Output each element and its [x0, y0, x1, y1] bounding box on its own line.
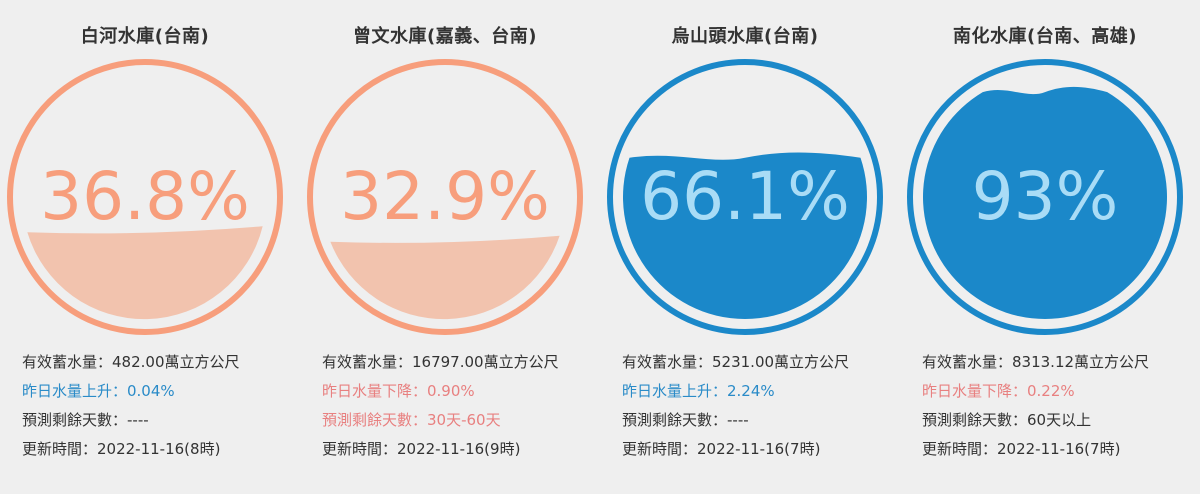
reservoir-title: 曾文水庫(嘉義、台南)	[353, 26, 537, 47]
water-level-gauge: 93%	[907, 59, 1183, 335]
percent-label: 93%	[972, 158, 1119, 235]
gauge-ring	[307, 59, 583, 335]
gauge-ring	[907, 59, 1183, 335]
storage-text: 有效蓄水量：16797.00萬立方公尺	[322, 353, 559, 371]
gauge-ring	[7, 59, 283, 335]
gauge-ring	[607, 59, 883, 335]
percent-label: 66.1%	[640, 158, 850, 235]
updated-text: 更新時間：2022-11-16(7時)	[622, 440, 821, 458]
reservoir-card-nanhua[interactable]: 南化水庫(台南、高雄) 93% 有效蓄水量：8313.12萬立方公尺 昨日水量下…	[900, 0, 1190, 494]
reservoir-info: 有效蓄水量：482.00萬立方公尺 昨日水量上升：0.04% 預測剩餘天數：--…	[22, 348, 290, 464]
reservoir-title: 南化水庫(台南、高雄)	[953, 26, 1137, 47]
water-fill	[923, 86, 1167, 319]
water-level-gauge: 36.8%	[7, 59, 283, 335]
water-level-gauge: 32.9%	[307, 59, 583, 335]
days-text: 預測剩餘天數：60天以上	[922, 411, 1092, 429]
water-fill	[27, 226, 263, 320]
percent-label: 32.9%	[340, 158, 550, 235]
days-text: 預測剩餘天數：----	[22, 411, 149, 429]
reservoir-title: 烏山頭水庫(台南)	[671, 26, 819, 47]
updated-text: 更新時間：2022-11-16(9時)	[322, 440, 521, 458]
change-text: 昨日水量下降：0.22%	[922, 382, 1075, 400]
reservoir-card-zengwen[interactable]: 曾文水庫(嘉義、台南) 32.9% 有效蓄水量：16797.00萬立方公尺 昨日…	[300, 0, 590, 494]
days-text: 預測剩餘天數：30天-60天	[322, 411, 501, 429]
updated-text: 更新時間：2022-11-16(7時)	[922, 440, 1121, 458]
water-level-gauge: 66.1%	[607, 59, 883, 335]
reservoir-card-wushantou[interactable]: 烏山頭水庫(台南) 66.1% 有效蓄水量：5231.00萬立方公尺 昨日水量上…	[600, 0, 890, 494]
storage-text: 有效蓄水量：5231.00萬立方公尺	[622, 353, 850, 371]
updated-text: 更新時間：2022-11-16(8時)	[22, 440, 221, 458]
storage-text: 有效蓄水量：482.00萬立方公尺	[22, 353, 240, 371]
percent-label: 36.8%	[40, 158, 250, 235]
water-fill	[623, 152, 867, 320]
change-text: 昨日水量下降：0.90%	[322, 382, 475, 400]
reservoir-card-baihe[interactable]: 白河水庫(台南) 36.8% 有效蓄水量：482.00萬立方公尺 昨日水量上升：…	[0, 0, 290, 494]
reservoir-info: 有效蓄水量：8313.12萬立方公尺 昨日水量下降：0.22% 預測剩餘天數：6…	[922, 348, 1190, 464]
water-fill	[330, 235, 560, 320]
change-text: 昨日水量上升：2.24%	[622, 382, 775, 400]
storage-text: 有效蓄水量：8313.12萬立方公尺	[922, 353, 1150, 371]
change-text: 昨日水量上升：0.04%	[22, 382, 175, 400]
reservoir-info: 有效蓄水量：5231.00萬立方公尺 昨日水量上升：2.24% 預測剩餘天數：-…	[622, 348, 890, 464]
days-text: 預測剩餘天數：----	[622, 411, 749, 429]
reservoir-title: 白河水庫(台南)	[80, 26, 210, 47]
reservoir-info: 有效蓄水量：16797.00萬立方公尺 昨日水量下降：0.90% 預測剩餘天數：…	[322, 348, 590, 464]
